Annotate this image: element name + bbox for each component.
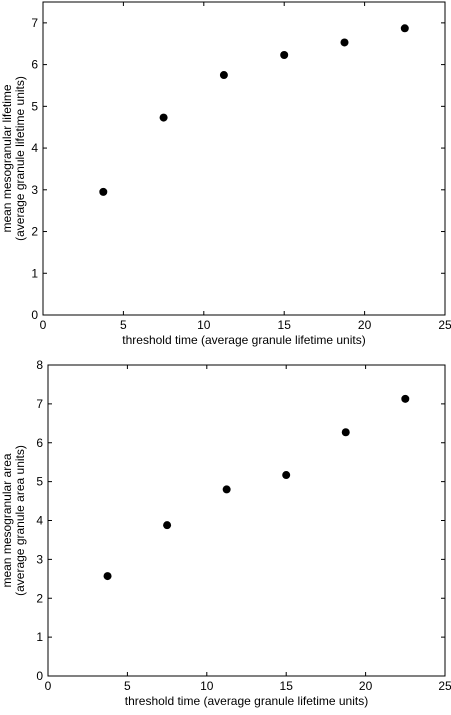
data-point [159,113,168,122]
x-tick-label: 5 [120,318,127,332]
data-point [400,24,409,33]
x-axis-label: threshold time (average granule lifetime… [122,333,365,347]
y-tick-label: 3 [31,183,38,197]
y-tick-label: 7 [36,397,43,411]
x-tick-label: 15 [280,679,294,693]
y-tick-label: 4 [31,141,38,155]
data-point [280,51,289,60]
y-tick-label: 6 [36,436,43,450]
y-tick-label: 0 [31,308,38,322]
y-tick-label: 1 [31,266,38,280]
y-tick-label: 1 [36,630,43,644]
y-tick-label: 0 [36,669,43,683]
x-tick-label: 20 [358,318,372,332]
chart-1: 0 5 10 15 20 25 0 1 2 3 4 5 6 7 threshold time (averag… [0,1,451,347]
data-point [163,521,172,530]
x-tick-label: 25 [438,318,451,332]
y-tick-label: 6 [31,58,38,72]
data-point [103,572,112,581]
plot-frame [47,364,446,677]
y-tick-label: 2 [31,225,38,239]
y-axis-label-line: mean mesogranular lifetime [0,84,14,232]
y-tick-label: 8 [36,358,43,372]
y-tick-label: 4 [36,514,43,528]
x-tick-label: 25 [438,679,451,693]
x-tick-label: 0 [40,318,47,332]
data-point [401,394,410,403]
y-axis-label-line: mean mesogranular area [0,453,14,587]
y-tick-label: 7 [31,16,38,30]
x-tick-label: 0 [45,679,52,693]
x-tick-label: 15 [278,318,292,332]
data-point [99,187,108,196]
data-point [341,428,350,437]
y-axis-label-line: (average granule lifetime units) [13,76,27,241]
data-point [222,485,231,494]
x-tick-label: 10 [200,679,214,693]
x-tick-label: 10 [197,318,211,332]
x-tick-label: 20 [359,679,373,693]
chart-2: 0 5 10 15 20 25 0 1 2 3 4 5 6 7 8 threshold time (avera… [0,358,451,708]
y-tick-label: 2 [36,591,43,605]
x-axis-label: threshold time (average granule lifetime… [125,694,368,708]
plot-frame [42,1,446,316]
y-tick-label: 5 [31,99,38,113]
y-tick-label: 3 [36,552,43,566]
data-point [340,38,349,47]
y-tick-label: 5 [36,475,43,489]
x-tick-label: 5 [124,679,131,693]
y-axis-label-line: (average granule area units) [13,445,27,596]
data-point [282,471,291,480]
data-point [219,71,228,80]
